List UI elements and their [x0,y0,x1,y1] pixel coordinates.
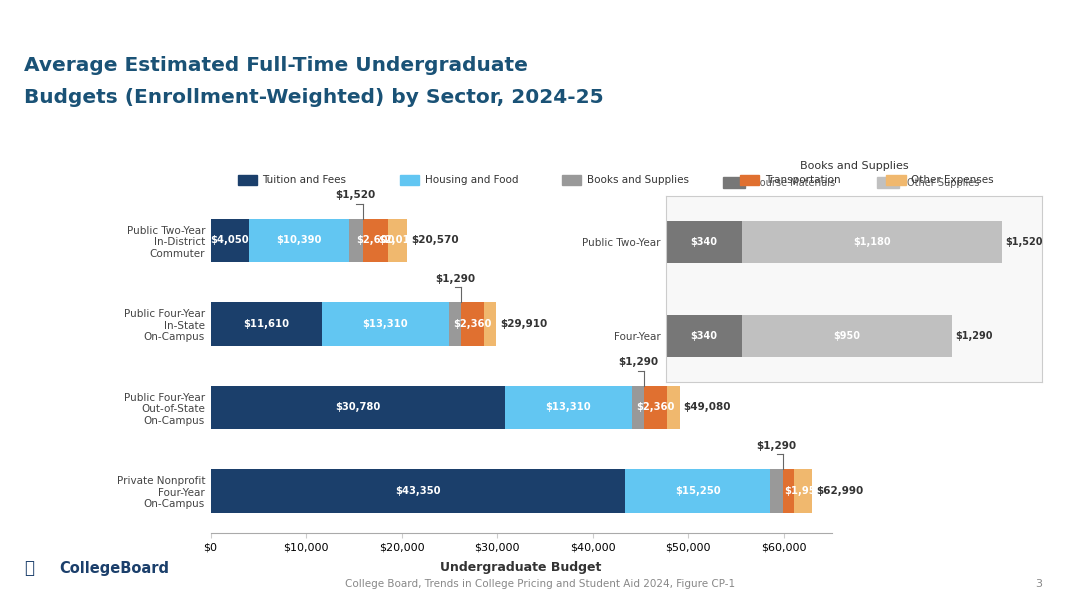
Bar [742,315,951,356]
Text: Average Estimated Full-Time Undergraduate: Average Estimated Full-Time Undergraduat… [24,55,528,75]
Text: $950: $950 [833,330,860,341]
Bar [770,470,783,513]
Text: 3: 3 [1036,579,1042,589]
Text: $2,360: $2,360 [454,319,491,329]
Bar [666,315,742,356]
Text: $2,010: $2,010 [378,235,417,246]
Text: Books and Supplies: Books and Supplies [800,161,908,172]
Text: $49,080: $49,080 [684,403,731,412]
Bar [723,177,745,188]
Text: $1,520: $1,520 [336,190,376,200]
Text: $2,600: $2,600 [356,235,394,246]
Bar [211,470,624,513]
Bar [624,470,770,513]
Text: ⛨: ⛨ [24,559,33,577]
Bar [632,386,644,429]
Text: $10,390: $10,390 [276,235,322,246]
Text: $13,310: $13,310 [545,403,591,412]
Bar [322,302,448,346]
Bar [461,302,484,346]
Text: CollegeBoard: CollegeBoard [59,561,170,576]
Text: $1,950: $1,950 [784,486,822,496]
Text: $1,290: $1,290 [435,274,475,284]
Text: $62,990: $62,990 [816,486,864,496]
Bar [211,219,249,262]
Text: $1,290: $1,290 [955,330,993,341]
Text: $20,570: $20,570 [411,235,459,246]
Bar [388,219,407,262]
Bar [666,222,742,263]
Bar [504,386,632,429]
Bar [644,386,666,429]
Bar [211,386,504,429]
Bar [794,470,812,513]
Text: Transportation: Transportation [765,175,840,185]
Text: $13,310: $13,310 [362,319,408,329]
Text: Course Materials: Course Materials [753,178,835,188]
Text: $29,910: $29,910 [500,319,548,329]
Text: $1,520: $1,520 [1005,237,1043,247]
Text: Books and Supplies: Books and Supplies [586,175,689,185]
Bar [666,386,679,429]
Text: $4,050: $4,050 [211,235,249,246]
Bar [349,219,363,262]
Text: $1,290: $1,290 [618,358,658,367]
Text: Other Supplies: Other Supplies [907,178,980,188]
Text: Other Expenses: Other Expenses [912,175,994,185]
Text: Housing and Food: Housing and Food [424,175,518,185]
Text: $43,350: $43,350 [395,486,441,496]
X-axis label: Undergraduate Budget: Undergraduate Budget [441,561,602,574]
Text: $15,250: $15,250 [675,486,720,496]
Text: $30,780: $30,780 [335,403,380,412]
Bar [249,219,349,262]
Text: $1,180: $1,180 [853,237,891,247]
Bar [783,470,794,513]
Bar [877,177,900,188]
Text: $1,290: $1,290 [757,441,797,451]
Bar [211,302,322,346]
Text: $11,610: $11,610 [243,319,289,329]
Text: $340: $340 [690,237,717,247]
Text: $340: $340 [690,330,717,341]
Text: Tuition and Fees: Tuition and Fees [262,175,347,185]
Text: Budgets (Enrollment-Weighted) by Sector, 2024-25: Budgets (Enrollment-Weighted) by Sector,… [24,88,604,107]
Text: College Board, Trends in College Pricing and Student Aid 2024, Figure CP-1: College Board, Trends in College Pricing… [345,579,735,589]
Bar [363,219,388,262]
Bar [448,302,461,346]
Bar [484,302,497,346]
Bar [742,222,1002,263]
Text: $2,360: $2,360 [636,403,675,412]
